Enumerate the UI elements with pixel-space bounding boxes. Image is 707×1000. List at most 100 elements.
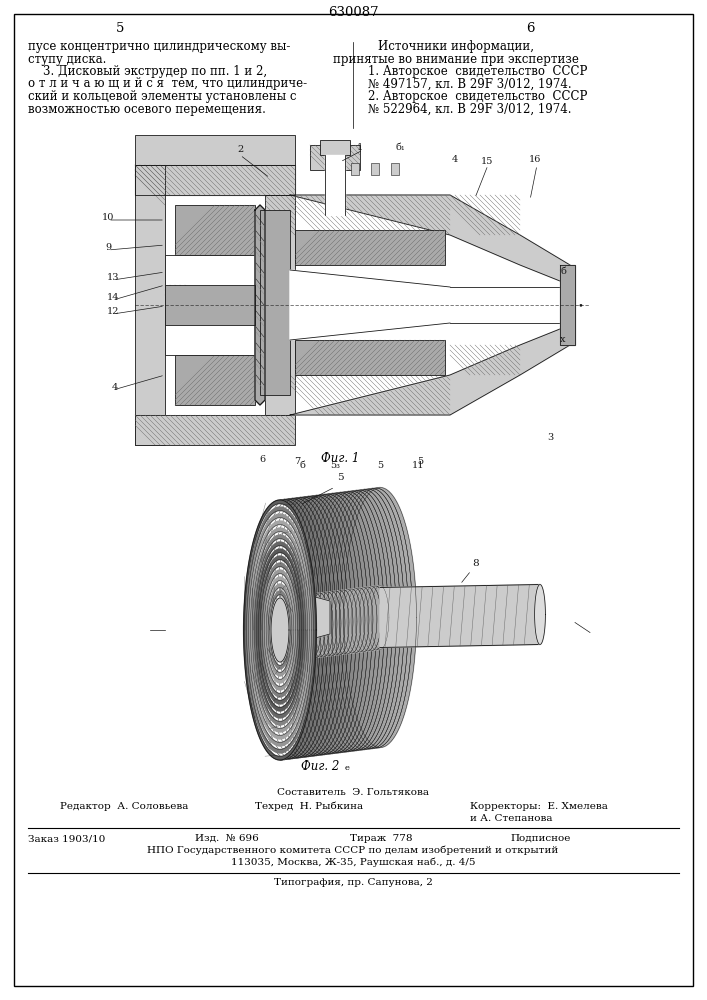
Polygon shape	[269, 591, 291, 669]
Polygon shape	[360, 587, 373, 652]
Polygon shape	[332, 493, 373, 754]
Text: 2. Авторское  свидетельство  СССР: 2. Авторское свидетельство СССР	[368, 90, 588, 103]
Text: Фиг. 2: Фиг. 2	[300, 760, 339, 773]
Text: ский и кольцевой элементы установлены с: ский и кольцевой элементы установлены с	[28, 90, 296, 103]
Polygon shape	[324, 592, 337, 656]
Text: 13: 13	[107, 273, 119, 282]
Text: 5: 5	[377, 460, 383, 470]
Bar	[135, 165, 165, 445]
Polygon shape	[284, 499, 325, 760]
Bar	[265, 195, 295, 415]
Bar	[175, 355, 255, 405]
Polygon shape	[290, 325, 570, 415]
Text: 7: 7	[294, 458, 300, 466]
Text: 16: 16	[529, 155, 541, 164]
Bar	[391, 163, 399, 175]
Text: •: •	[577, 302, 583, 310]
Polygon shape	[300, 497, 340, 758]
Polygon shape	[304, 594, 317, 659]
Text: и А. Степанова: и А. Степанова	[470, 814, 552, 823]
Polygon shape	[312, 593, 325, 658]
Polygon shape	[290, 195, 570, 285]
Polygon shape	[320, 494, 361, 755]
Text: № 497157, кл. В 29F 3/012, 1974.: № 497157, кл. В 29F 3/012, 1974.	[368, 78, 572, 91]
Bar	[295, 340, 445, 375]
Text: Заказ 1903/10: Заказ 1903/10	[28, 834, 105, 843]
Text: о т л и ч а ю щ и й с я  тем, что цилиндриче-: о т л и ч а ю щ и й с я тем, что цилиндр…	[28, 78, 307, 91]
Polygon shape	[308, 496, 349, 756]
Polygon shape	[312, 495, 352, 756]
Polygon shape	[356, 490, 397, 750]
Polygon shape	[292, 596, 305, 660]
Text: 6: 6	[526, 22, 534, 35]
Bar	[135, 135, 295, 165]
Polygon shape	[560, 265, 575, 345]
Polygon shape	[534, 585, 545, 644]
Polygon shape	[262, 563, 299, 697]
Polygon shape	[135, 165, 295, 195]
Polygon shape	[247, 514, 312, 746]
Bar	[135, 415, 295, 445]
Polygon shape	[372, 488, 412, 748]
Polygon shape	[352, 490, 392, 751]
Polygon shape	[288, 498, 328, 759]
Text: 4: 4	[452, 155, 458, 164]
Text: Источники информации,: Источники информации,	[378, 40, 534, 53]
Polygon shape	[255, 205, 265, 405]
Polygon shape	[376, 488, 416, 748]
Text: 15: 15	[481, 157, 493, 166]
Polygon shape	[284, 597, 297, 662]
Text: Редактор  А. Соловьева: Редактор А. Соловьева	[60, 802, 188, 811]
Polygon shape	[380, 584, 540, 648]
Text: 9: 9	[105, 243, 111, 252]
Polygon shape	[300, 595, 313, 660]
Text: ступу диска.: ступу диска.	[28, 52, 106, 66]
Text: Фиг. 1: Фиг. 1	[321, 452, 359, 465]
Text: Типография, пр. Сапунова, 2: Типография, пр. Сапунова, 2	[274, 878, 433, 887]
Bar	[310, 145, 360, 170]
Text: б₁: б₁	[395, 142, 405, 151]
Polygon shape	[336, 492, 376, 753]
Polygon shape	[320, 592, 333, 657]
Polygon shape	[257, 549, 303, 711]
Polygon shape	[328, 591, 341, 656]
Polygon shape	[280, 587, 330, 648]
Text: 14: 14	[107, 294, 119, 302]
Polygon shape	[368, 586, 381, 651]
Text: Изд.  № 696: Изд. № 696	[195, 834, 259, 843]
Bar	[165, 255, 265, 355]
Polygon shape	[352, 588, 365, 653]
Polygon shape	[340, 492, 380, 752]
Text: 3: 3	[547, 434, 553, 442]
Text: 1: 1	[357, 142, 363, 151]
Bar	[295, 230, 445, 265]
Text: б: б	[560, 267, 566, 276]
Bar	[135, 165, 295, 195]
Bar	[175, 205, 255, 255]
Text: 5: 5	[116, 22, 124, 35]
Polygon shape	[308, 594, 321, 658]
Polygon shape	[340, 590, 353, 654]
Text: Составитель  Э. Гольтякова: Составитель Э. Гольтякова	[277, 788, 429, 797]
Polygon shape	[255, 542, 305, 718]
Polygon shape	[280, 499, 320, 760]
Polygon shape	[360, 489, 400, 750]
Text: Тираж  778: Тираж 778	[350, 834, 412, 843]
Polygon shape	[288, 596, 301, 661]
Polygon shape	[324, 494, 364, 754]
Polygon shape	[344, 491, 385, 752]
Polygon shape	[259, 556, 300, 704]
Text: Техред  Н. Рыбкина: Техред Н. Рыбкина	[255, 802, 363, 811]
Text: возможностью осевого перемещения.: возможностью осевого перемещения.	[28, 103, 266, 115]
Polygon shape	[348, 589, 361, 654]
Text: х: х	[560, 336, 566, 344]
Polygon shape	[252, 528, 308, 732]
Bar	[320, 140, 350, 155]
Text: 3. Дисковый экструдер по пп. 1 и 2,: 3. Дисковый экструдер по пп. 1 и 2,	[28, 65, 267, 78]
Text: 8: 8	[473, 558, 479, 568]
Polygon shape	[356, 588, 369, 652]
Text: Корректоры:  Е. Хмелева: Корректоры: Е. Хмелева	[470, 802, 608, 811]
Text: е: е	[345, 764, 350, 772]
Text: 630087: 630087	[327, 6, 378, 19]
Polygon shape	[296, 497, 337, 758]
